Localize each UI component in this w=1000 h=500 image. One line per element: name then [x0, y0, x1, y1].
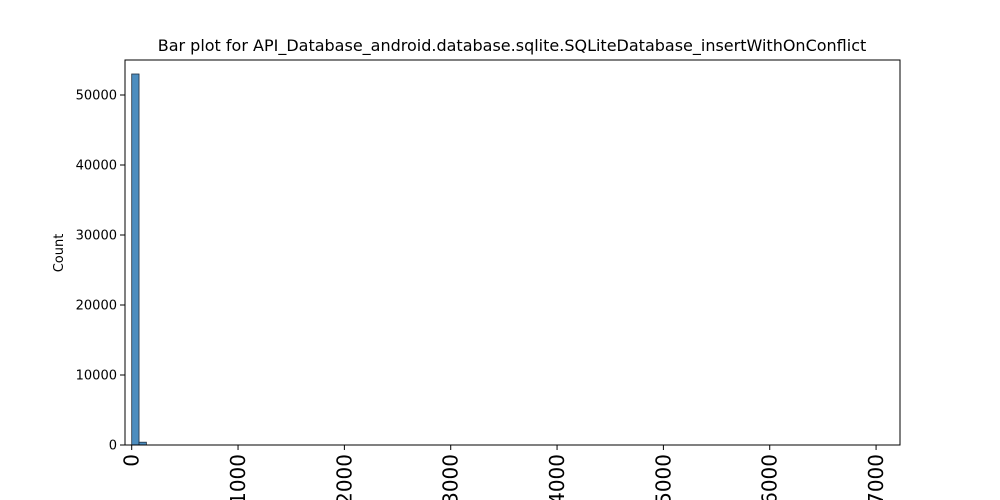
- x-tick-label: 6000: [758, 454, 782, 500]
- x-tick-label: 0: [120, 454, 144, 467]
- y-tick-label: 0: [109, 439, 117, 454]
- x-tick-label: 1000: [226, 454, 250, 500]
- x-tick-label: 7000: [864, 454, 888, 500]
- chart-title: Bar plot for API_Database_android.databa…: [158, 36, 867, 56]
- x-tick-label: 5000: [651, 454, 675, 500]
- y-axis-label: Count: [52, 234, 67, 273]
- y-tick-label: 30000: [76, 229, 117, 244]
- x-tick-label: 2000: [332, 454, 356, 500]
- bars-group: [131, 73, 147, 446]
- plot-area-frame: [124, 59, 901, 446]
- y-tick-label: 20000: [76, 299, 117, 314]
- y-tick-label: 50000: [76, 89, 117, 104]
- y-axis-ticks: 0 10000 20000 30000 40000 50000: [76, 89, 125, 454]
- x-tick-label: 4000: [545, 454, 569, 500]
- x-axis-ticks: 0 1000 2000 3000 4000 5000 6000 7000: [120, 445, 888, 500]
- x-tick-label: 3000: [439, 454, 463, 500]
- y-tick-label: 10000: [76, 369, 117, 384]
- y-tick-label: 40000: [76, 159, 117, 174]
- histogram-bar: [131, 73, 140, 446]
